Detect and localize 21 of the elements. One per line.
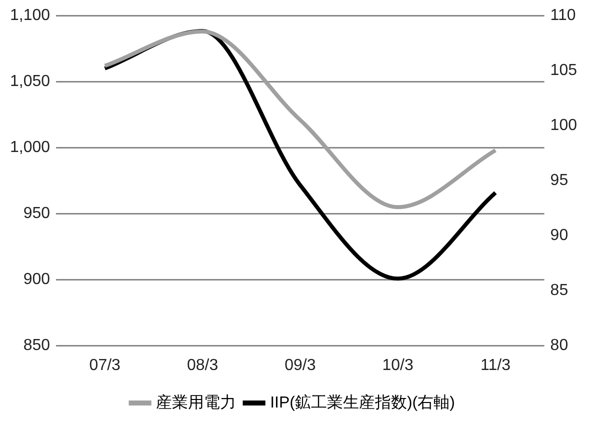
y2-tick-label: 85 <box>550 282 568 300</box>
y2-tick-label: 105 <box>550 62 578 80</box>
line-series <box>102 29 498 210</box>
x-tick-label: 08/3 <box>186 356 218 374</box>
x-tick-label: 07/3 <box>89 356 121 374</box>
y-tick-label: 1,100 <box>10 7 50 24</box>
legend-label: IIP(鉱工業生産指数)(右軸) <box>270 393 455 412</box>
y-tick-label: 950 <box>23 205 50 222</box>
y-tick-label: 900 <box>23 271 50 288</box>
y-tick-label: 850 <box>23 337 50 354</box>
y-tick-label: 1,050 <box>10 73 50 90</box>
y2-tick-label: 80 <box>550 337 568 354</box>
x-tick-label: 11/3 <box>480 356 511 374</box>
y2-tick-label: 110 <box>550 7 576 24</box>
x-tick-label: 10/3 <box>382 356 414 374</box>
x-tick-label: 09/3 <box>284 356 316 374</box>
y2-tick-label: 95 <box>550 172 568 190</box>
y-tick-label: 1,000 <box>10 139 50 156</box>
y2-tick-label: 90 <box>550 227 568 244</box>
y2-tick-label: 100 <box>550 117 578 134</box>
legend-label: 産業用電力 <box>156 393 236 412</box>
